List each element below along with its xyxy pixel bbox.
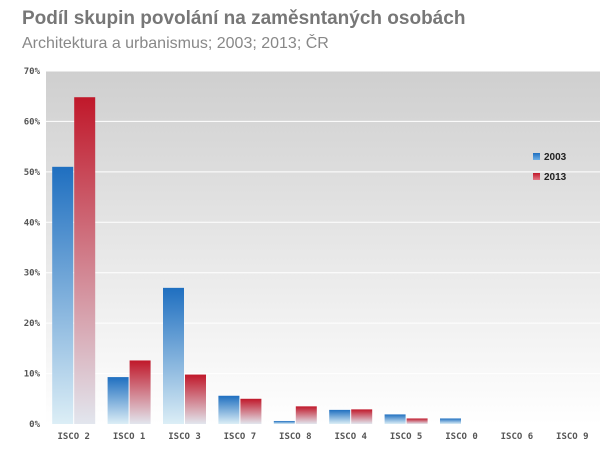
x-tick-label: ISCO 5 xyxy=(390,432,423,442)
bar-2013-isco-8 xyxy=(295,406,317,424)
bar-2013-isco-5 xyxy=(406,418,428,424)
y-tick-label: 0% xyxy=(29,420,40,430)
x-tick-label: ISCO 4 xyxy=(334,432,367,442)
bar-2013-isco-4 xyxy=(351,409,373,424)
x-tick-label: ISCO 0 xyxy=(445,432,478,442)
legend-label-2013: 2013 xyxy=(544,172,567,183)
x-tick-label: ISCO 9 xyxy=(556,432,589,442)
bar-2003-isco-3 xyxy=(163,287,184,424)
legend-swatch-2003 xyxy=(533,153,540,160)
y-tick-label: 30% xyxy=(24,269,41,279)
x-tick-label: ISCO 8 xyxy=(279,432,312,442)
legend-label-2003: 2003 xyxy=(544,152,567,163)
chart-subtitle: Architektura a urbanismus; 2003; 2013; Č… xyxy=(22,35,329,52)
bar-2003-isco-0 xyxy=(440,418,461,424)
y-tick-label: 50% xyxy=(24,168,41,178)
bar-2003-isco-1 xyxy=(107,377,129,424)
y-tick-label: 70% xyxy=(24,67,41,77)
y-tick-label: 60% xyxy=(24,117,41,127)
bar-2003-isco-7 xyxy=(218,395,240,424)
y-tick-label: 10% xyxy=(24,370,41,380)
legend-swatch-2013 xyxy=(533,173,540,180)
y-tick-label: 20% xyxy=(24,319,41,329)
x-tick-label: ISCO 7 xyxy=(224,432,257,442)
x-tick-label: ISCO 2 xyxy=(57,432,90,442)
bar-2003-isco-5 xyxy=(384,414,406,424)
bar-2013-isco-3 xyxy=(185,374,206,424)
x-tick-label: ISCO 1 xyxy=(113,432,146,442)
chart-title: Podíl skupin povolání na zaměsntaných os… xyxy=(22,8,466,29)
bar-2003-isco-2 xyxy=(52,166,74,425)
bar-2003-isco-8 xyxy=(273,420,295,424)
bar-2013-isco-7 xyxy=(240,398,262,424)
bar-2003-isco-4 xyxy=(329,409,351,424)
bar-2013-isco-2 xyxy=(74,97,96,425)
x-tick-label: ISCO 3 xyxy=(168,432,201,442)
bar-2013-isco-1 xyxy=(129,360,151,424)
y-tick-label: 40% xyxy=(24,218,41,228)
plot-area xyxy=(46,71,600,424)
x-tick-label: ISCO 6 xyxy=(501,432,534,442)
